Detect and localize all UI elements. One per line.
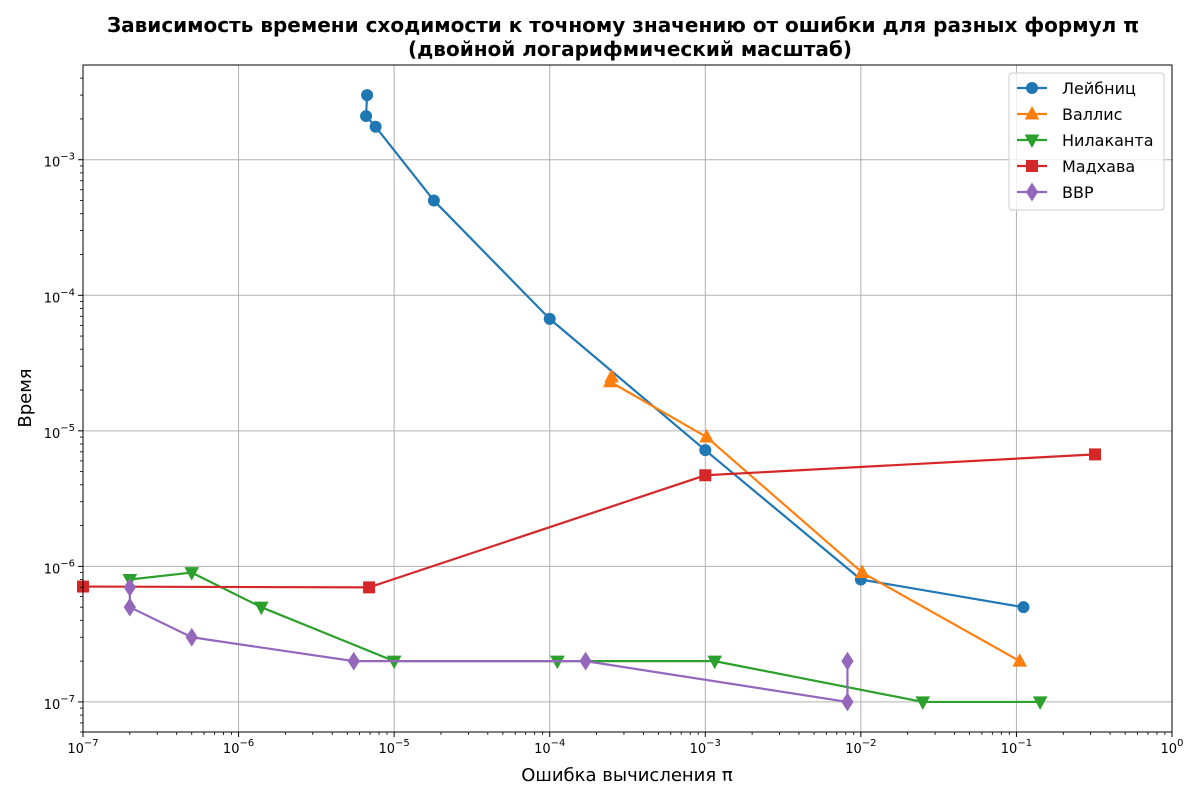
data-point-wallis xyxy=(1012,653,1028,667)
x-tick-mantissa: 10 xyxy=(690,742,707,757)
series-leibniz xyxy=(360,89,1030,614)
data-point-bbp xyxy=(841,692,854,712)
legend-swatch-marker xyxy=(1026,160,1038,172)
legend-label-bbp: BBP xyxy=(1062,183,1094,202)
x-tick-exponent: 0 xyxy=(1177,738,1183,749)
data-point-madhava xyxy=(1089,448,1102,461)
x-tick-label: 10−3 xyxy=(690,738,721,757)
x-tick-mantissa: 10 xyxy=(1001,742,1018,757)
x-tick-label: 10−4 xyxy=(534,738,565,757)
chart-title: Зависимость времени сходимости к точному… xyxy=(107,13,1139,37)
legend: Лейбниц Валлис Нилаканта Мадхава BBP xyxy=(1008,72,1165,211)
x-tick-mantissa: 10 xyxy=(223,742,240,757)
x-tick-mantissa: 10 xyxy=(534,742,551,757)
data-point-leibniz xyxy=(360,110,373,123)
x-tick-label: 10−7 xyxy=(67,738,98,757)
legend-label-leibniz: Лейбниц xyxy=(1062,79,1136,98)
y-axis-label: Время xyxy=(15,368,36,427)
x-tick-exponent: −4 xyxy=(551,738,566,749)
legend-swatch-marker xyxy=(1024,134,1040,149)
y-tick-exponent: −5 xyxy=(60,423,75,434)
data-point-bbp xyxy=(347,651,360,671)
data-point-nilakantha xyxy=(253,601,269,616)
y-tick-exponent: −6 xyxy=(60,558,75,569)
y-tick-mantissa: 10 xyxy=(44,427,61,442)
x-tick-exponent: −7 xyxy=(84,738,99,749)
data-point-bbp xyxy=(123,597,136,617)
legend-box xyxy=(1008,72,1165,211)
y-tick-exponent: −7 xyxy=(60,694,75,705)
data-point-leibniz xyxy=(427,194,440,207)
data-point-nilakantha xyxy=(915,696,931,710)
legend-swatch-marker xyxy=(1026,82,1038,94)
legend-item-madhava: Мадхава xyxy=(1017,157,1135,176)
y-tick-mantissa: 10 xyxy=(44,562,61,577)
y-tick-label: 10−6 xyxy=(44,558,75,577)
x-tick-mantissa: 10 xyxy=(845,742,862,757)
series-line-madhava xyxy=(82,453,1096,589)
legend-item-leibniz: Лейбниц xyxy=(1017,79,1136,98)
legend-swatch-marker xyxy=(1025,182,1039,202)
data-point-madhava xyxy=(699,469,712,482)
x-tick-label: 10−5 xyxy=(378,738,409,757)
x-tick-exponent: −1 xyxy=(1017,738,1032,749)
legend-swatch-marker xyxy=(1024,105,1040,120)
data-point-madhava xyxy=(363,581,376,594)
data-point-bbp xyxy=(579,651,592,671)
plot-frame xyxy=(82,64,1173,733)
y-tick-mantissa: 10 xyxy=(44,698,61,713)
x-tick-mantissa: 10 xyxy=(378,742,395,757)
y-tick-exponent: −3 xyxy=(60,152,75,163)
x-tick-mantissa: 10 xyxy=(1161,742,1178,757)
y-tick-mantissa: 10 xyxy=(44,291,61,306)
y-tick-label: 10−4 xyxy=(44,287,75,306)
x-tick-exponent: −2 xyxy=(862,738,877,749)
x-tick-label: 10−6 xyxy=(223,738,254,757)
data-point-bbp xyxy=(185,627,198,647)
x-tick-mantissa: 10 xyxy=(67,742,84,757)
data-point-leibniz xyxy=(361,89,374,102)
chart-subtitle: (двойной логарифмический масштаб) xyxy=(408,37,852,61)
y-tick-mantissa: 10 xyxy=(44,156,61,171)
legend-item-nilakantha: Нилаканта xyxy=(1017,131,1154,150)
y-tick-label: 10−7 xyxy=(44,694,75,713)
data-point-wallis xyxy=(604,368,619,383)
data-point-leibniz xyxy=(1017,601,1030,614)
y-tick-exponent: −4 xyxy=(60,287,75,298)
legend-label-nilakantha: Нилаканта xyxy=(1062,131,1154,150)
data-point-nilakantha xyxy=(1032,696,1048,710)
x-tick-exponent: −3 xyxy=(706,738,721,749)
data-point-leibniz xyxy=(369,120,382,133)
x-tick-label: 10−2 xyxy=(845,738,876,757)
data-point-nilakantha xyxy=(707,655,723,670)
series-bbp xyxy=(123,577,854,712)
legend-label-wallis: Валлис xyxy=(1062,105,1122,124)
y-tick-label: 10−3 xyxy=(44,152,75,171)
x-tick-exponent: −6 xyxy=(239,738,254,749)
legend-item-bbp: BBP xyxy=(1017,182,1094,202)
data-point-nilakantha xyxy=(184,567,200,581)
series-wallis xyxy=(602,368,1028,667)
data-point-leibniz xyxy=(699,444,712,457)
x-tick-label: 100 xyxy=(1161,738,1184,757)
x-tick-exponent: −5 xyxy=(395,738,410,749)
x-tick-label: 10−1 xyxy=(1001,738,1032,757)
ticks: 10−7 10−6 10−5 10−4 10−3 10−2 10−1 10010−710−61… xyxy=(44,77,1184,757)
data-point-bbp xyxy=(123,577,136,597)
data-point-bbp xyxy=(841,651,854,671)
x-axis-label: Ошибка вычисления π xyxy=(521,765,733,786)
y-tick-label: 10−5 xyxy=(44,423,75,442)
data-point-wallis xyxy=(854,564,870,579)
data-point-leibniz xyxy=(543,312,556,325)
legend-label-madhava: Мадхава xyxy=(1062,157,1135,176)
legend-item-wallis: Валлис xyxy=(1017,105,1122,124)
data-point-wallis xyxy=(699,428,714,443)
